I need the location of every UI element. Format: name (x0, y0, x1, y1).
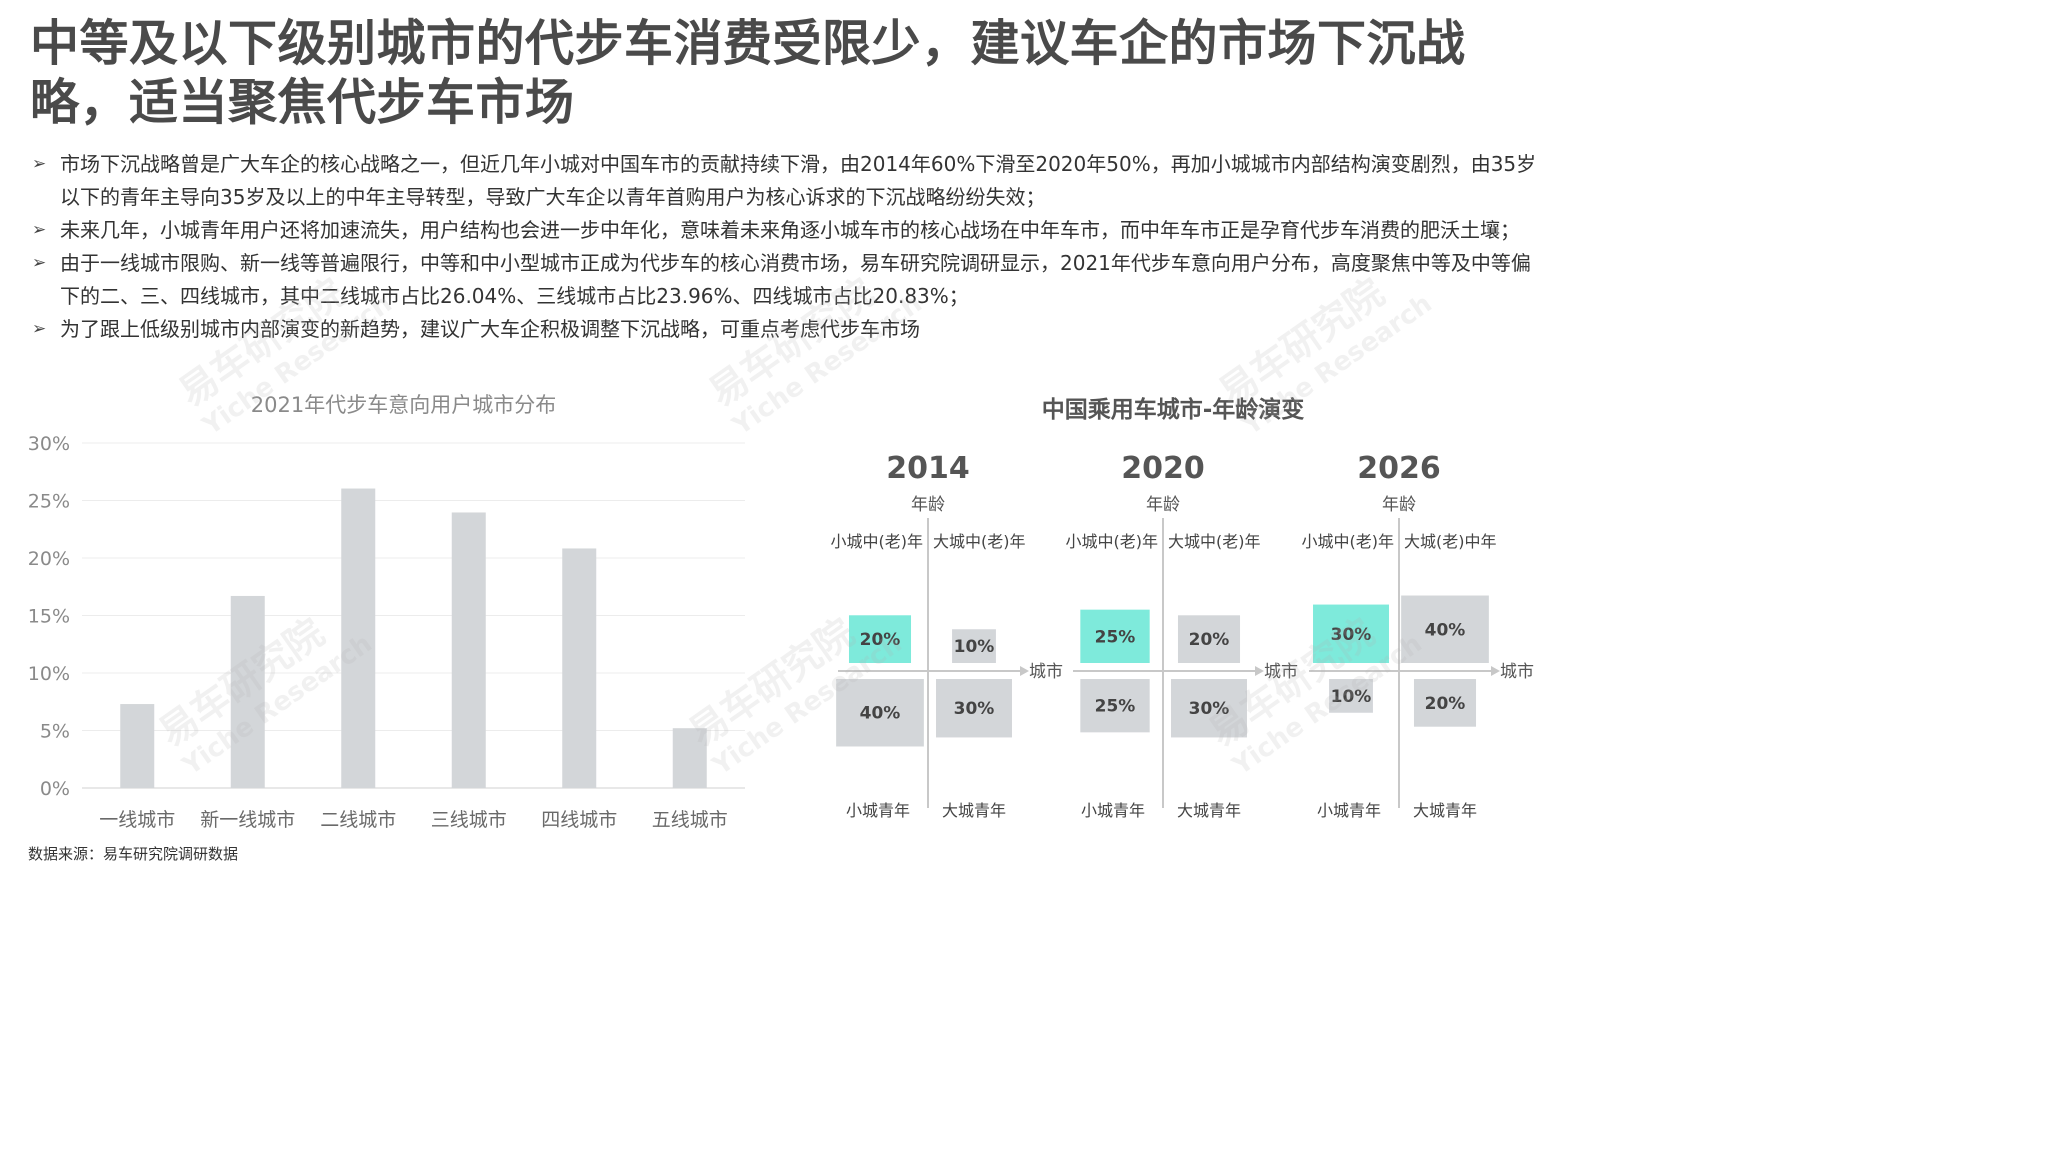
quadrant-value: 25% (1095, 627, 1136, 647)
quadrant-label: 小城中(老)年 (1066, 532, 1159, 551)
bullet-item: ➢ 市场下沉战略曾是广大车企的核心战略之一，但近几年小城对中国车市的贡献持续下滑… (32, 148, 1542, 214)
bar-chart: 2021年代步车意向用户城市分布 0% 5% 10% 15% 20% 25% 30% 一线城市 新… (28, 393, 745, 831)
y-tick-label: 15% (28, 606, 70, 628)
arrow-bullet-icon: ➢ (32, 220, 47, 240)
x-axis-label: 城市 (1500, 662, 1534, 682)
x-axis-label: 城市 (1264, 662, 1298, 682)
y-axis-label: 年龄 (911, 495, 945, 515)
quadrant-label: 小城中(老)年 (831, 532, 924, 551)
year-label: 2014 (886, 451, 970, 486)
quadrant-label: 大城青年 (1177, 801, 1241, 820)
quadrant-box (1401, 595, 1489, 663)
bullet-item: ➢ 由于一线城市限购、新一线等普遍限行，中等和中小型城市正成为代步车的核心消费市… (32, 247, 1542, 313)
bullet-text: 市场下沉战略曾是广大车企的核心战略之一，但近几年小城对中国车市的贡献持续下滑，由… (60, 152, 1537, 209)
bullet-text: 由于一线城市限购、新一线等普遍限行，中等和中小型城市正成为代步车的核心消费市场，… (60, 251, 1531, 308)
bar (562, 548, 597, 788)
y-tick-label: 0% (40, 778, 70, 800)
y-tick-label: 25% (28, 491, 70, 513)
quadrant-box (848, 615, 912, 663)
quadrant-box (1313, 604, 1389, 663)
bullet-text: 为了跟上低级别城市内部演变的新趋势，建议广大车企积极调整下沉战略，可重点考虑代步… (60, 317, 920, 341)
x-tick-label: 新一线城市 (200, 809, 295, 831)
year-label: 2020 (1121, 451, 1205, 486)
x-axis-label: 城市 (1029, 662, 1063, 682)
page-title: 中等及以下级别城市的代步车消费受限少，建议车企的市场下沉战略，适当聚焦代步车市场 (30, 15, 1466, 131)
quadrant-label: 大城青年 (1413, 801, 1477, 820)
bar (451, 512, 486, 788)
quadrant-value: 40% (1425, 620, 1466, 640)
bullet-list: ➢ 市场下沉战略曾是广大车企的核心战略之一，但近几年小城对中国车市的贡献持续下滑… (32, 148, 1542, 346)
y-axis-label: 年龄 (1382, 495, 1416, 515)
y-tick-label: 30% (28, 433, 70, 455)
year-label: 2026 (1357, 451, 1441, 486)
y-tick-label: 20% (28, 548, 70, 570)
bar (230, 595, 265, 788)
x-axis-arrow-icon (1491, 666, 1500, 676)
quadrant-label: 小城中(老)年 (1302, 532, 1395, 551)
x-tick-label: 三线城市 (431, 809, 507, 831)
bar (341, 488, 376, 788)
bullet-item: ➢ 未来几年，小城青年用户还将加速流失，用户结构也会进一步中年化，意味着未来角逐… (32, 214, 1542, 247)
quadrant-label: 大城中(老)年 (933, 532, 1026, 551)
quadrant-value: 10% (1331, 687, 1372, 707)
quadrant-value: 25% (1095, 697, 1136, 717)
quadrant-box (1171, 679, 1247, 738)
x-tick-label: 一线城市 (99, 809, 175, 831)
quadrant-label: 小城青年 (846, 801, 910, 820)
quadrant-label: 小城青年 (1081, 801, 1145, 820)
x-axis-arrow-icon (1255, 666, 1264, 676)
bar-chart-title: 2021年代步车意向用户城市分布 (251, 393, 556, 417)
quadrant-value: 20% (860, 630, 901, 650)
x-tick-label: 二线城市 (320, 809, 396, 831)
quadrant-value: 10% (954, 637, 995, 657)
quadrant-value: 20% (1189, 630, 1230, 650)
arrow-bullet-icon: ➢ (32, 253, 47, 273)
arrow-bullet-icon: ➢ (32, 154, 47, 174)
quadrant-value: 40% (860, 704, 901, 724)
quadrant-box (952, 629, 996, 663)
quadrant-box (1413, 679, 1477, 727)
bullet-text: 未来几年，小城青年用户还将加速流失，用户结构也会进一步中年化，意味着未来角逐小城… (60, 218, 1520, 242)
age-chart-title: 中国乘用车城市-年龄演变 (1042, 396, 1305, 423)
quadrant-label: 大城青年 (942, 801, 1006, 820)
quadrant-label: 大城中(老)年 (1168, 532, 1261, 551)
quadrant-label: 大城(老)中年 (1404, 532, 1497, 551)
x-axis-arrow-icon (1020, 666, 1029, 676)
y-axis-label: 年龄 (1146, 495, 1180, 515)
quadrant-value: 30% (1331, 625, 1372, 645)
bar (672, 728, 707, 788)
quadrant-box (1177, 615, 1241, 663)
bullet-item: ➢ 为了跟上低级别城市内部演变的新趋势，建议广大车企积极调整下沉战略，可重点考虑… (32, 313, 1542, 346)
quadrant-value: 30% (1189, 699, 1230, 719)
bar (120, 704, 155, 788)
x-tick-label: 四线城市 (541, 809, 617, 831)
y-tick-label: 10% (28, 663, 70, 685)
quadrant-label: 小城青年 (1317, 801, 1381, 820)
quadrant-box (1080, 609, 1150, 663)
arrow-bullet-icon: ➢ (32, 319, 47, 339)
data-source-note: 数据来源：易车研究院调研数据 (28, 845, 239, 863)
y-tick-label: 5% (40, 721, 70, 743)
quadrant-value: 30% (954, 699, 995, 719)
quadrant-box (1080, 679, 1150, 733)
x-tick-label: 五线城市 (652, 809, 728, 831)
quadrant-box (1329, 679, 1373, 713)
quadrant-box (936, 679, 1012, 738)
quadrant-box (836, 679, 924, 747)
quadrant-value: 20% (1425, 694, 1466, 714)
